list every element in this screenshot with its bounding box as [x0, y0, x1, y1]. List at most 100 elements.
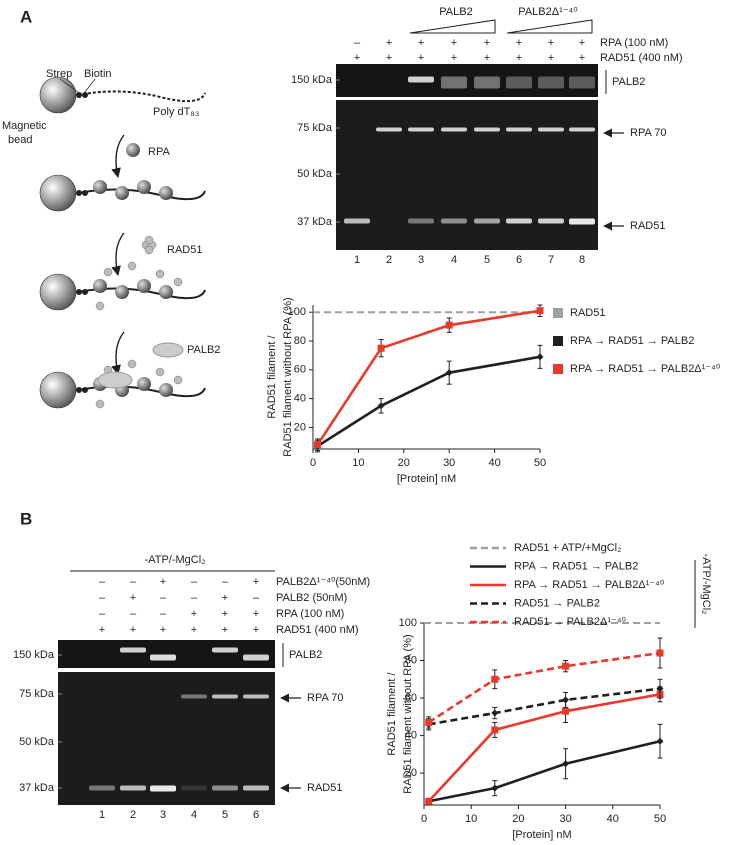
gel-band: [506, 76, 532, 89]
y-tick-label: 40: [405, 729, 417, 741]
lane-number: 2: [386, 254, 392, 266]
bead: [39, 174, 77, 212]
data-point: [562, 696, 570, 704]
sign: +: [222, 624, 228, 636]
rpa: [137, 180, 151, 194]
gel-band: [474, 76, 500, 89]
condition-header: PALB2Δ¹⁻⁴⁰: [518, 6, 578, 18]
bead: [39, 371, 77, 409]
rad51-icon: [144, 235, 154, 245]
strep: [82, 387, 88, 393]
series-line: [316, 355, 541, 448]
band-label: RAD51: [307, 782, 342, 794]
panel-label: A: [20, 7, 32, 26]
lane-number: 1: [354, 254, 360, 266]
schematic-label: RAD51: [167, 244, 202, 256]
band-label: PALB2: [289, 649, 322, 661]
sign: –: [222, 576, 229, 588]
row-label: RPA (100 nM): [276, 608, 344, 620]
y-tick-label: 20: [405, 767, 417, 779]
sign: –: [160, 608, 167, 620]
y-tick-label: 100: [288, 306, 306, 318]
gel-band: [538, 218, 564, 224]
schematic-label: bead: [8, 134, 32, 146]
sign: +: [579, 52, 585, 64]
data-point: [425, 797, 433, 805]
legend-label: RPA → RAD51 → PALB2Δ¹⁻⁴⁰: [514, 579, 665, 591]
x-tick-label: 0: [421, 813, 427, 825]
sign: +: [191, 608, 197, 620]
strep: [82, 289, 88, 295]
schematic: Strep Biotin Poly dT₈₃ Magnetic bead RPA…: [2, 68, 220, 356]
x-tick-label: 40: [488, 457, 500, 469]
data-point: [425, 718, 433, 726]
rad51-icon: [144, 245, 154, 255]
legend-swatch: [553, 308, 563, 318]
arrow: [111, 232, 125, 276]
lane-number: 6: [253, 809, 259, 821]
row-label: RAD51 (400 nM): [600, 52, 683, 64]
data-point: [656, 649, 664, 657]
gel-band: [506, 127, 532, 132]
data-point: [536, 353, 544, 361]
sign: +: [516, 37, 522, 49]
sign: +: [548, 37, 554, 49]
series-line: [428, 651, 661, 724]
gel-band: [181, 694, 207, 699]
gel-band: [506, 218, 532, 224]
sign: +: [130, 624, 136, 636]
row-label: PALB2Δ¹⁻⁴⁰(50nM): [276, 576, 370, 588]
lane-number: 5: [222, 809, 228, 821]
y-tick-label: 80: [405, 654, 417, 666]
rpa: [93, 180, 107, 194]
data-point: [491, 726, 499, 734]
gel-band: [120, 647, 146, 653]
lane-number: 7: [548, 254, 554, 266]
gel-band: [441, 127, 467, 132]
sign: –: [99, 576, 106, 588]
palb2: [97, 371, 133, 389]
bead: [39, 273, 77, 311]
lane-number: 3: [160, 809, 166, 821]
gel-band: [441, 76, 467, 89]
gel-image: [58, 640, 275, 668]
data-point: [656, 685, 664, 693]
y-tick-label: 80: [294, 335, 306, 347]
gel-image: [336, 64, 598, 97]
row-label: PALB2 (50nM): [276, 592, 347, 604]
x-tick-label: 40: [607, 813, 619, 825]
series-line: [428, 739, 661, 803]
sign: –: [354, 37, 361, 49]
rad51: [95, 301, 105, 311]
band-label: PALB2: [612, 76, 645, 88]
legend-swatch: [553, 336, 563, 346]
sign: –: [99, 592, 106, 604]
x-tick-label: 10: [465, 813, 477, 825]
sign: +: [548, 52, 554, 64]
sign: –: [191, 576, 198, 588]
biotin: [76, 190, 82, 196]
y-tick-label: 40: [294, 393, 306, 405]
gel-band: [212, 785, 238, 791]
gel-band: [89, 785, 115, 791]
rad51: [95, 399, 105, 409]
y-axis-title: RAD51 filament /: [266, 334, 278, 418]
sign: +: [253, 608, 259, 620]
row-label: RAD51 (400 nM): [276, 624, 359, 636]
gel-band: [150, 785, 176, 792]
gel-band: [569, 127, 595, 132]
gel-band: [408, 218, 434, 224]
schematic-label: Strep: [46, 68, 72, 80]
legend-label: RAD51 + ATP/+MgCl₂: [514, 542, 621, 554]
gel-band: [120, 785, 146, 791]
sign: +: [222, 608, 228, 620]
rad51: [173, 375, 183, 385]
rad51: [155, 269, 165, 279]
lane-number: 6: [516, 254, 522, 266]
schematic-label: Magnetic: [2, 120, 47, 132]
gel-band: [243, 694, 269, 699]
rpa: [115, 186, 129, 200]
sign: +: [253, 576, 259, 588]
data-point: [445, 321, 453, 329]
schematic-label: PALB2: [187, 344, 220, 356]
